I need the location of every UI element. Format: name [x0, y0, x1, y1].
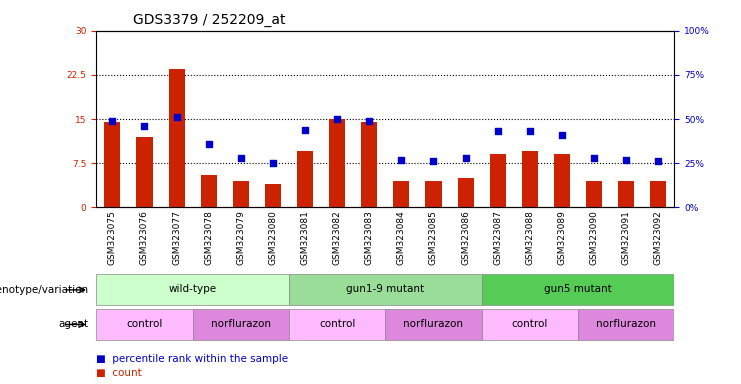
Point	[556, 132, 568, 138]
Bar	[425, 181, 442, 207]
Point	[170, 114, 182, 120]
Text: GSM323078: GSM323078	[205, 210, 213, 265]
Text: GSM323086: GSM323086	[461, 210, 470, 265]
Text: GSM323075: GSM323075	[108, 210, 117, 265]
Point	[331, 116, 343, 122]
Text: GSM323091: GSM323091	[622, 210, 631, 265]
Point	[459, 155, 471, 161]
Text: genotype/variation: genotype/variation	[0, 285, 89, 295]
Bar	[168, 69, 185, 207]
Text: GDS3379 / 252209_at: GDS3379 / 252209_at	[133, 13, 286, 27]
Point	[299, 127, 311, 133]
Point	[428, 158, 439, 164]
Bar	[96, 274, 289, 306]
Bar	[586, 181, 602, 207]
Bar	[651, 181, 666, 207]
Bar	[201, 175, 216, 207]
Point	[363, 118, 375, 124]
Text: control: control	[511, 319, 548, 329]
Point	[139, 123, 150, 129]
Point	[235, 155, 247, 161]
Text: norflurazon: norflurazon	[597, 319, 656, 329]
Text: gun1-9 mutant: gun1-9 mutant	[346, 284, 425, 294]
Text: GSM323080: GSM323080	[268, 210, 277, 265]
Text: ■  count: ■ count	[96, 368, 142, 378]
Bar	[193, 309, 289, 340]
Bar	[554, 154, 570, 207]
Bar	[490, 154, 505, 207]
Bar	[233, 181, 249, 207]
Text: GSM323082: GSM323082	[333, 210, 342, 265]
Text: control: control	[319, 319, 356, 329]
Text: GSM323088: GSM323088	[525, 210, 534, 265]
Bar	[104, 122, 120, 207]
Text: control: control	[126, 319, 163, 329]
Bar	[289, 309, 385, 340]
Bar	[522, 151, 538, 207]
Text: wild-type: wild-type	[169, 284, 216, 294]
Text: GSM323083: GSM323083	[365, 210, 373, 265]
Point	[396, 157, 408, 163]
Text: GSM323090: GSM323090	[590, 210, 599, 265]
Text: GSM323079: GSM323079	[236, 210, 245, 265]
Bar	[96, 309, 193, 340]
Text: ■  percentile rank within the sample: ■ percentile rank within the sample	[96, 354, 288, 364]
Bar	[297, 151, 313, 207]
Bar	[482, 274, 674, 306]
Bar	[329, 119, 345, 207]
Text: GSM323084: GSM323084	[397, 210, 406, 265]
Bar	[578, 309, 674, 340]
Bar	[457, 178, 473, 207]
Bar	[393, 181, 409, 207]
Text: norflurazon: norflurazon	[404, 319, 463, 329]
Point	[524, 128, 536, 134]
Text: GSM323089: GSM323089	[557, 210, 566, 265]
Text: GSM323076: GSM323076	[140, 210, 149, 265]
Point	[588, 155, 600, 161]
Bar	[618, 181, 634, 207]
Text: GSM323081: GSM323081	[301, 210, 310, 265]
Point	[652, 158, 664, 164]
Bar	[361, 122, 377, 207]
Point	[107, 118, 119, 124]
Text: GSM323077: GSM323077	[172, 210, 181, 265]
Bar	[136, 137, 153, 207]
Text: gun5 mutant: gun5 mutant	[544, 284, 612, 294]
Bar	[385, 309, 482, 340]
Text: norflurazon: norflurazon	[211, 319, 270, 329]
Bar	[482, 309, 578, 340]
Point	[267, 160, 279, 166]
Point	[492, 128, 504, 134]
Text: GSM323085: GSM323085	[429, 210, 438, 265]
Text: GSM323087: GSM323087	[494, 210, 502, 265]
Text: GSM323092: GSM323092	[654, 210, 662, 265]
Text: agent: agent	[59, 319, 89, 329]
Bar	[265, 184, 281, 207]
Point	[620, 157, 632, 163]
Bar	[289, 274, 482, 306]
Point	[203, 141, 215, 147]
